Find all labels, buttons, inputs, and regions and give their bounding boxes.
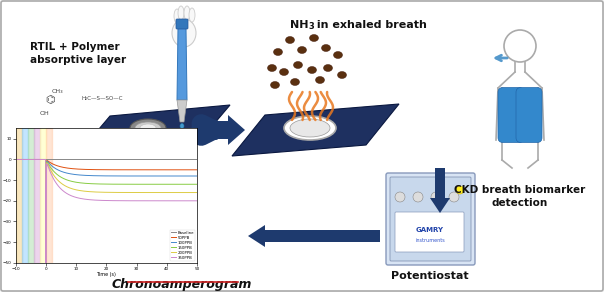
- 350PPB: [42, 286, 50, 290]
- Baseline: [149, 158, 156, 161]
- 150PPB: [12, 158, 19, 161]
- Text: Potentiostat: Potentiostat: [391, 271, 469, 281]
- 100PPB: [149, 174, 156, 178]
- Text: H₂C—S—SO—C: H₂C—S—SO—C: [82, 96, 123, 101]
- Line: 100PPB: 100PPB: [16, 159, 197, 211]
- 350PPB: [149, 199, 156, 203]
- 200PPB: [94, 190, 101, 194]
- 200PPB: [59, 182, 66, 186]
- Ellipse shape: [324, 65, 332, 72]
- Text: ⌬: ⌬: [45, 95, 55, 105]
- 200PPB: [42, 261, 50, 264]
- Ellipse shape: [291, 79, 300, 86]
- Polygon shape: [177, 28, 187, 100]
- 200PPB: [45, 163, 52, 167]
- 50PPB: [42, 190, 50, 193]
- Text: CH₃: CH₃: [51, 89, 63, 94]
- 50PPB: [94, 168, 101, 171]
- Ellipse shape: [180, 124, 184, 128]
- Baseline: [94, 158, 101, 161]
- Bar: [40, 128, 46, 263]
- Ellipse shape: [172, 19, 196, 47]
- Ellipse shape: [307, 67, 316, 74]
- 50PPB: [119, 168, 126, 171]
- Ellipse shape: [286, 36, 295, 44]
- Bar: [46, 128, 52, 263]
- FancyBboxPatch shape: [176, 19, 188, 29]
- Ellipse shape: [298, 46, 306, 53]
- Bar: [22, 128, 28, 263]
- Text: 3: 3: [308, 22, 313, 31]
- 50PPB: [133, 168, 141, 172]
- Text: GAMRY: GAMRY: [416, 227, 444, 233]
- Baseline: [193, 158, 201, 161]
- 200PPB: [12, 158, 19, 161]
- Baseline: [59, 158, 66, 161]
- Ellipse shape: [280, 69, 289, 76]
- Text: Chronoamperogram: Chronoamperogram: [112, 278, 252, 291]
- 100PPB: [12, 158, 19, 161]
- Ellipse shape: [321, 44, 330, 51]
- 200PPB: [133, 191, 141, 194]
- 100PPB: [119, 174, 126, 178]
- Text: RTIL + Polymer
absorptive layer: RTIL + Polymer absorptive layer: [30, 42, 126, 65]
- Y-axis label: Current (µA): Current (µA): [0, 180, 1, 211]
- Line: 200PPB: 200PPB: [16, 159, 197, 263]
- Polygon shape: [177, 100, 187, 122]
- Baseline: [119, 158, 126, 161]
- Polygon shape: [77, 105, 230, 155]
- Circle shape: [431, 192, 441, 202]
- 200PPB: [149, 191, 156, 194]
- 150PPB: [45, 162, 52, 165]
- Polygon shape: [248, 225, 265, 247]
- Polygon shape: [430, 198, 450, 213]
- Circle shape: [413, 192, 423, 202]
- Text: OH: OH: [40, 111, 50, 116]
- Ellipse shape: [184, 6, 190, 20]
- 50PPB: [12, 158, 19, 161]
- Ellipse shape: [274, 48, 283, 55]
- 150PPB: [133, 182, 141, 186]
- Line: 150PPB: 150PPB: [16, 159, 197, 237]
- Ellipse shape: [130, 119, 166, 137]
- 150PPB: [59, 176, 66, 180]
- Polygon shape: [228, 115, 245, 145]
- Ellipse shape: [309, 34, 318, 41]
- 50PPB: [59, 166, 66, 169]
- FancyBboxPatch shape: [498, 88, 524, 142]
- 150PPB: [119, 182, 126, 186]
- 150PPB: [193, 182, 201, 186]
- 100PPB: [42, 209, 50, 213]
- FancyBboxPatch shape: [516, 88, 542, 142]
- 350PPB: [94, 199, 101, 202]
- 150PPB: [149, 182, 156, 186]
- 350PPB: [119, 199, 126, 202]
- X-axis label: Time (s): Time (s): [97, 272, 116, 277]
- Line: 350PPB: 350PPB: [16, 159, 197, 288]
- Ellipse shape: [271, 81, 280, 88]
- Ellipse shape: [294, 62, 303, 69]
- Baseline: [44, 158, 51, 161]
- Ellipse shape: [338, 72, 347, 79]
- 350PPB: [12, 158, 19, 161]
- Ellipse shape: [315, 77, 324, 84]
- Ellipse shape: [290, 119, 330, 137]
- 50PPB: [45, 159, 52, 163]
- Bar: [28, 128, 34, 263]
- Ellipse shape: [135, 122, 161, 134]
- Bar: [34, 128, 40, 263]
- Polygon shape: [265, 230, 380, 242]
- 100PPB: [133, 174, 141, 178]
- 350PPB: [59, 189, 66, 192]
- 50PPB: [193, 168, 201, 172]
- Polygon shape: [198, 121, 228, 139]
- 100PPB: [94, 174, 101, 178]
- 350PPB: [45, 164, 52, 168]
- Circle shape: [449, 192, 459, 202]
- Line: 50PPB: 50PPB: [16, 159, 197, 192]
- 150PPB: [42, 235, 50, 239]
- Ellipse shape: [174, 9, 180, 23]
- Polygon shape: [232, 104, 399, 156]
- FancyBboxPatch shape: [395, 212, 464, 252]
